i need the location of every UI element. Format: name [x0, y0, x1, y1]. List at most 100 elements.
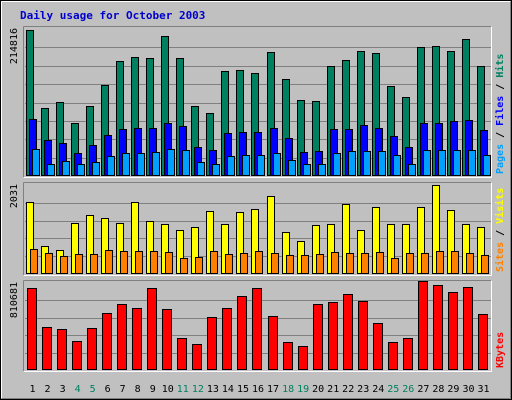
y-max-label: 810681	[9, 282, 20, 318]
bar-kbytes	[192, 344, 202, 370]
bar-pages	[227, 156, 235, 176]
bar-pages	[453, 150, 461, 176]
x-tick-label: 25	[387, 384, 399, 395]
x-tick-label: 17	[267, 384, 279, 395]
bar-sites	[391, 258, 399, 274]
bar-sites	[361, 253, 369, 274]
y-max-label: 2031	[9, 184, 20, 208]
bar-kbytes	[313, 304, 323, 370]
x-tick-label: 24	[372, 384, 384, 395]
bar-pages	[32, 149, 40, 176]
bar-kbytes	[252, 288, 262, 370]
bar-pages	[273, 153, 281, 176]
bar-kbytes	[358, 301, 368, 370]
bar-kbytes	[478, 314, 488, 370]
chart-panels: 214816 Pages / Files / Hits 2031 Sites / Vi…	[9, 26, 506, 372]
x-tick-label: 8	[135, 384, 141, 395]
bar-pages	[378, 151, 386, 176]
bar-pages	[257, 155, 265, 176]
bar-sites	[210, 251, 218, 274]
bar-sites	[180, 258, 188, 274]
bar-pages	[318, 164, 326, 176]
bar-pages	[242, 155, 250, 176]
bar-pages	[363, 151, 371, 176]
x-tick-label: 18	[282, 384, 294, 395]
x-tick-label: 13	[207, 384, 219, 395]
x-tick-label: 22	[342, 384, 354, 395]
bar-kbytes	[132, 308, 142, 370]
bar-sites	[255, 251, 263, 274]
bar-pages	[333, 153, 341, 176]
bar-kbytes	[448, 292, 458, 370]
x-tick-label: 2	[44, 384, 50, 395]
bar-pages	[348, 151, 356, 176]
bar-kbytes	[42, 327, 52, 370]
bar-kbytes	[222, 308, 232, 370]
x-tick-label: 16	[252, 384, 264, 395]
bar-kbytes	[283, 342, 293, 370]
legend-entry: Sites	[494, 242, 506, 272]
bar-sites	[271, 253, 279, 274]
x-tick-label: 5	[90, 384, 96, 395]
bar-pages	[92, 162, 100, 176]
x-tick-label: 21	[327, 384, 339, 395]
bar-pages	[288, 160, 296, 176]
bar-sites	[75, 254, 83, 274]
bar-sites	[135, 251, 143, 274]
bar-pages	[303, 164, 311, 176]
bar-kbytes	[388, 342, 398, 370]
bar-sites	[45, 253, 53, 274]
x-tick-label: 6	[105, 384, 111, 395]
x-tick-label: 23	[357, 384, 369, 395]
legend-separator: /	[495, 126, 506, 144]
bar-sites	[346, 253, 354, 274]
bar-sites	[406, 253, 414, 274]
bar-pages	[468, 150, 476, 176]
bar-pages	[408, 164, 416, 176]
bar-kbytes	[57, 329, 67, 370]
legend-entry: KBytes	[495, 332, 506, 368]
x-tick-label: 15	[237, 384, 249, 395]
legend-separator: /	[495, 224, 506, 242]
bar-sites	[421, 253, 429, 274]
bar-sites	[436, 251, 444, 274]
bar-sites	[105, 250, 113, 274]
bar-kbytes	[463, 287, 473, 370]
bar-kbytes	[343, 294, 353, 370]
bar-kbytes	[162, 309, 172, 370]
bar-sites	[301, 255, 309, 274]
x-tick-label: 29	[447, 384, 459, 395]
bar-kbytes	[433, 285, 443, 370]
bar-kbytes	[418, 281, 428, 370]
x-tick-label: 9	[150, 384, 156, 395]
bar-sites	[376, 252, 384, 274]
x-tick-label: 7	[120, 384, 126, 395]
bar-sites	[60, 256, 68, 274]
bar-pages	[197, 162, 205, 176]
chart-panel: 214816 Pages / Files / Hits	[9, 26, 506, 178]
chart-panel: 810681 KBytes	[9, 280, 506, 372]
x-tick-label: 31	[477, 384, 489, 395]
bar-pages	[423, 150, 431, 176]
bar-kbytes	[403, 338, 413, 370]
bar-pages	[483, 155, 491, 176]
bar-kbytes	[87, 328, 97, 370]
bar-kbytes	[117, 304, 127, 370]
bar-sites	[195, 257, 203, 274]
bar-sites	[150, 251, 158, 274]
x-tick-label: 11	[177, 384, 189, 395]
bar-kbytes	[268, 316, 278, 370]
bar-kbytes	[328, 302, 338, 370]
legend-separator: /	[495, 78, 506, 96]
bar-pages	[212, 164, 220, 176]
x-tick-label: 12	[192, 384, 204, 395]
bar-pages	[438, 150, 446, 176]
bar-kbytes	[177, 338, 187, 370]
bar-sites	[30, 249, 38, 274]
bar-pages	[182, 150, 190, 176]
bar-sites	[286, 255, 294, 274]
x-tick-label: 10	[162, 384, 174, 395]
panel-legend: Sites / Visits	[494, 188, 506, 272]
